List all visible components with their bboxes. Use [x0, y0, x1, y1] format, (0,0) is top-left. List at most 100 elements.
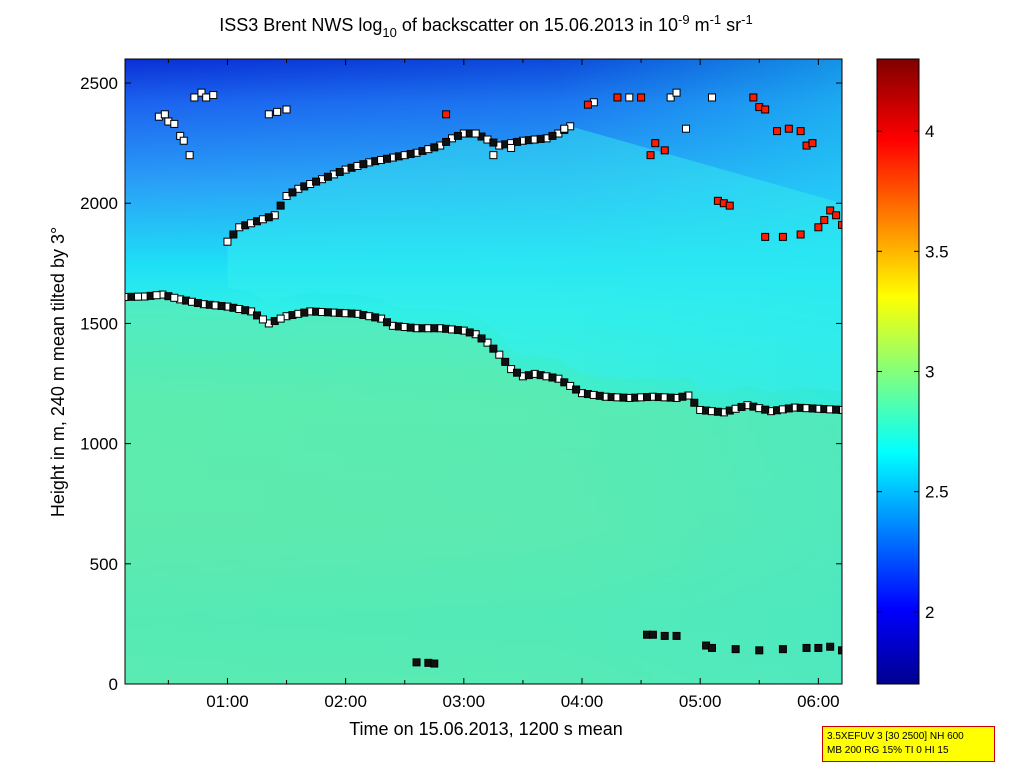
mixing-layer-point	[501, 357, 510, 366]
mid-layer-fill	[227, 126, 842, 394]
mixing-layer-point	[347, 309, 356, 318]
surface-layer-point	[412, 658, 421, 667]
red-marker	[651, 139, 660, 148]
mixing-layer-point	[465, 328, 474, 337]
mixing-layer-point	[513, 368, 522, 377]
red-marker	[761, 105, 770, 114]
y-tick-label: 0	[109, 675, 118, 694]
info-line-2: MB 200 RG 15% TI 0 HI 15	[827, 745, 949, 756]
mixing-layer-point	[666, 393, 675, 402]
red-marker	[442, 110, 451, 119]
mixing-layer-point	[276, 314, 285, 323]
mixing-layer-point	[761, 405, 770, 414]
red-marker	[749, 93, 758, 102]
upper-layer-point	[513, 137, 522, 146]
red-marker	[778, 232, 787, 241]
x-tick-label: 01:00	[206, 692, 249, 711]
upper-layer-point	[548, 131, 557, 140]
y-tick-label: 1000	[80, 435, 118, 454]
surface-layer-point	[778, 645, 787, 654]
white-marker	[185, 151, 194, 160]
red-marker	[761, 232, 770, 241]
mixing-layer-point	[784, 404, 793, 413]
white-marker	[264, 110, 273, 119]
red-marker	[820, 216, 829, 225]
red-marker	[808, 139, 817, 148]
mixing-layer-point	[572, 385, 581, 394]
mixing-layer-point	[217, 301, 226, 310]
mixing-layer-point	[253, 311, 262, 320]
white-marker	[209, 91, 218, 100]
red-marker	[796, 230, 805, 239]
mixing-layer-point	[489, 344, 498, 353]
mixing-layer-point	[690, 398, 699, 407]
colorbar-tick-label: 4	[925, 122, 934, 141]
y-tick-label: 2000	[80, 194, 118, 213]
mixing-layer-point	[152, 291, 161, 300]
red-marker	[660, 146, 669, 155]
surface-layer-point	[802, 643, 811, 652]
red-marker	[613, 93, 622, 102]
y-tick-label: 500	[90, 555, 118, 574]
upper-layer-point	[383, 154, 392, 163]
white-marker	[682, 124, 691, 133]
white-marker	[560, 124, 569, 133]
mixing-layer-point	[713, 407, 722, 416]
mixing-layer-point	[170, 293, 179, 302]
red-marker	[832, 211, 841, 220]
white-marker	[197, 88, 206, 97]
colorbar-tick-label: 3.5	[925, 242, 949, 261]
upper-layer-point	[312, 177, 321, 186]
red-marker	[826, 206, 835, 215]
upper-layer-point	[406, 149, 415, 158]
surface-layer-point	[814, 643, 823, 652]
upper-layer-point	[223, 237, 232, 246]
x-tick-label: 06:00	[797, 692, 840, 711]
white-marker	[471, 129, 480, 138]
white-marker	[489, 151, 498, 160]
info-line-1: 3.5XEFUV 3 [30 2500] NH 600	[827, 731, 964, 742]
mixing-layer-point	[678, 392, 687, 401]
mixing-layer-point	[193, 298, 202, 307]
colorbar	[876, 58, 920, 685]
mixing-layer-point	[808, 404, 817, 413]
y-axis: 0 500 1000 1500 2000 2500	[80, 74, 842, 694]
surface-layer-point	[708, 643, 717, 652]
red-marker	[796, 127, 805, 136]
white-marker	[672, 88, 681, 97]
y-tick-label: 2500	[80, 74, 118, 93]
upper-layer-point	[276, 201, 285, 210]
x-tick-label: 03:00	[443, 692, 486, 711]
mixing-layer-point	[737, 402, 746, 411]
mixing-layer-point	[406, 323, 415, 332]
colorbar-tick-label: 2	[925, 603, 934, 622]
white-marker	[160, 110, 169, 119]
surface-layer-point	[430, 659, 439, 668]
mixing-layer-point	[619, 393, 628, 402]
x-tick-label: 05:00	[679, 692, 722, 711]
white-marker	[202, 93, 211, 102]
mixing-layer-point	[548, 373, 557, 382]
red-marker	[583, 100, 592, 109]
mixing-layer-point	[383, 318, 392, 327]
mixing-layer-point	[477, 334, 486, 343]
upper-layer-point	[229, 230, 238, 239]
chart-title: ISS3 Brent NWS log10 of backscatter on 1…	[219, 12, 752, 40]
x-axis-label: Time on 15.06.2013, 1200 s mean	[349, 719, 623, 739]
y-tick-label: 1500	[80, 314, 118, 333]
upper-layer-point	[359, 160, 368, 169]
white-marker	[190, 93, 199, 102]
mixing-layer-point	[127, 292, 136, 301]
white-marker	[666, 93, 675, 102]
colorbar-tick-label: 2.5	[925, 483, 949, 502]
mixing-layer-point	[495, 350, 504, 359]
upper-layer-point	[264, 213, 273, 222]
surface-layer-point	[731, 645, 740, 654]
mixing-layer-point	[483, 338, 492, 347]
upper-layer-point	[323, 172, 332, 181]
lower-layer-fill	[125, 294, 842, 684]
mixing-layer-point	[258, 315, 267, 324]
x-tick-label: 02:00	[324, 692, 367, 711]
white-marker	[507, 143, 516, 152]
colorbar-axis: 2 2.5 3 3.5 4	[877, 122, 949, 622]
